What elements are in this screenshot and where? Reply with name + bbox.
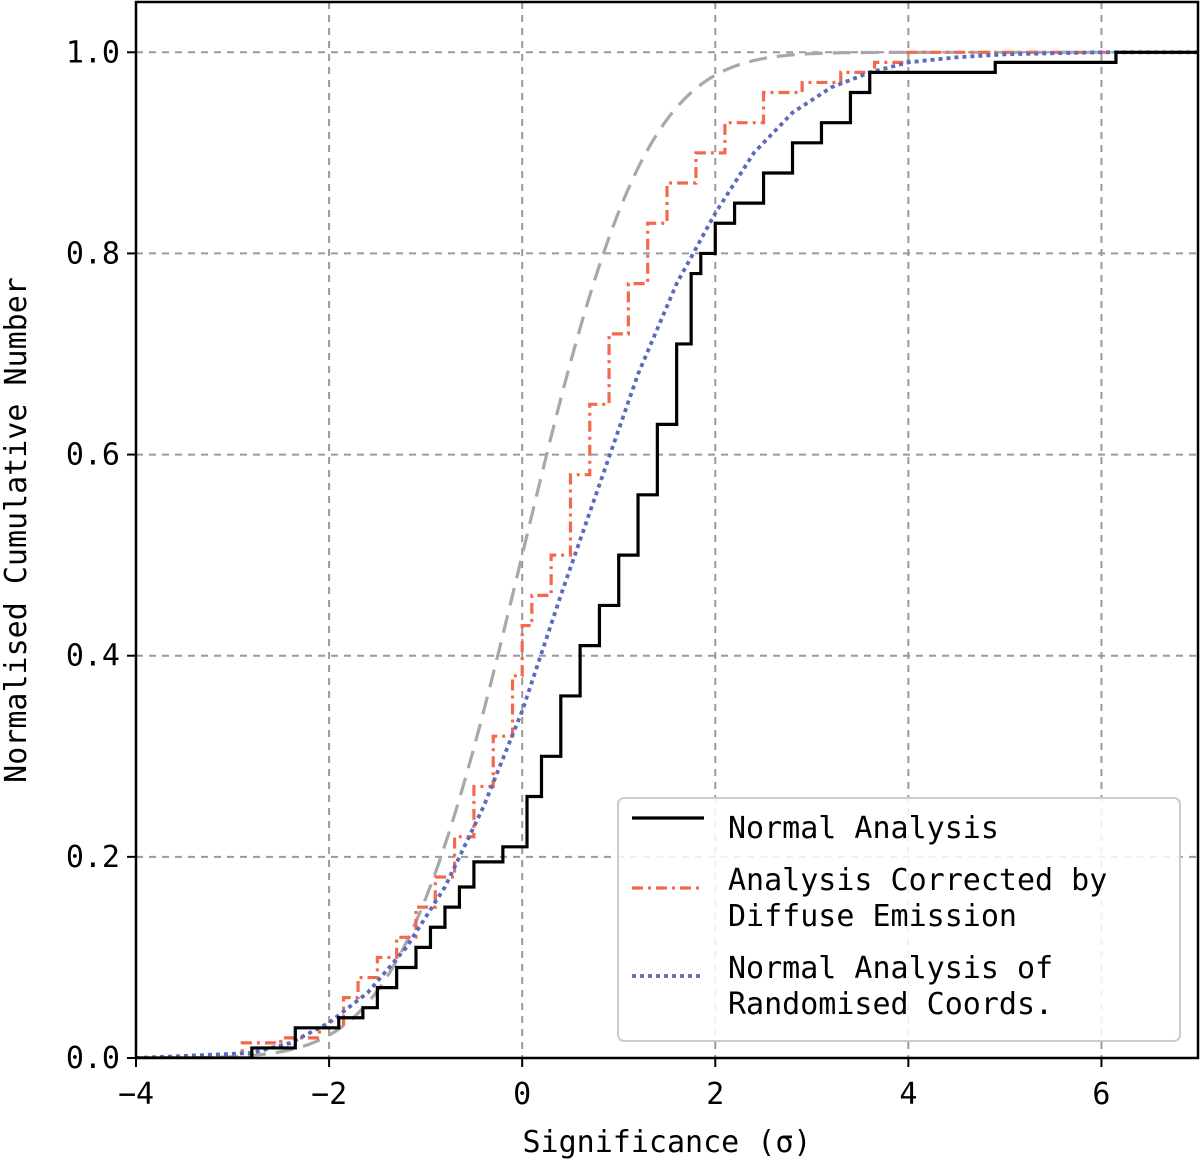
x-tick-label: −2: [311, 1077, 347, 1112]
y-tick-label: 0.0: [66, 1041, 120, 1076]
axis-ticks: −4 −2 0 2 4 6 0.0 0.2 0.4 0.6 0.8 1.0: [66, 35, 1111, 1112]
legend: Normal Analysis Analysis Corrected byDiff…: [617, 797, 1181, 1042]
y-tick-label: 0.6: [66, 438, 120, 473]
y-tick-label: 1.0: [66, 35, 120, 70]
legend-label: Randomised Coords.: [728, 987, 1053, 1022]
plot-frame: [134, 0, 1200, 1060]
legend-box: [617, 797, 1181, 1042]
x-axis-title: Significance (σ): [523, 1125, 812, 1160]
legend-label: Normal Analysis: [728, 811, 999, 846]
y-tick-label: 0.4: [66, 639, 120, 674]
y-tick-label: 0.8: [66, 236, 120, 271]
x-tick-label: 4: [899, 1077, 917, 1112]
x-tick-label: 6: [1092, 1077, 1110, 1112]
legend-label: Normal Analysis of: [728, 951, 1053, 986]
legend-label: Diffuse Emission: [728, 899, 1017, 934]
legend-label: Analysis Corrected by: [728, 863, 1107, 898]
plot-series: [136, 50, 1198, 1058]
series-normal-analysis: [136, 50, 1198, 1058]
series-analysis-corrected-by-diffuse-emission: [136, 50, 1198, 1058]
x-tick-label: −4: [118, 1077, 154, 1112]
y-axis-title: Normalised Cumulative Number: [0, 277, 34, 783]
series-normal-analysis-of-randomised-coords: [136, 50, 1198, 1058]
y-tick-label: 0.2: [66, 840, 120, 875]
x-tick-label: 0: [513, 1077, 531, 1112]
reference-gaussian-cdf: [136, 50, 1198, 1058]
x-tick-label: 2: [706, 1077, 724, 1112]
